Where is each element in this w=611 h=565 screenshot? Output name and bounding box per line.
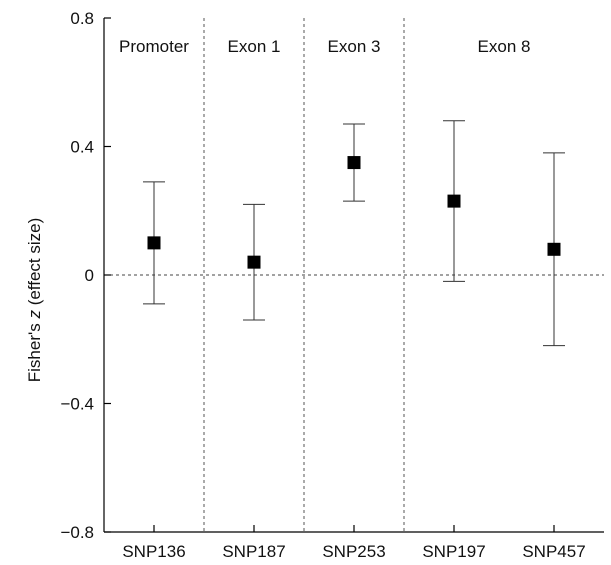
plot-area: −0.8 −0.4 0 0.4 0.8 Promoter Exon 1 Exon 3 Exon … [60,9,604,561]
y-axis-title-prefix: Fisher's [25,319,44,383]
x-tick-label: SNP187 [222,542,285,561]
y-tick-label: 0.4 [70,138,94,157]
y-axis-title-variable: z [25,310,44,320]
x-tick-label: SNP136 [122,542,185,561]
x-tick-label: SNP253 [322,542,385,561]
region-label: Promoter [119,37,189,56]
y-axis-title-suffix: (effect size) [25,218,44,310]
x-tick-label: SNP197 [422,542,485,561]
data-point [447,194,461,208]
data-point [247,255,261,269]
y-axis-title: Fisher's z (effect size) [25,218,44,382]
data-point [547,242,561,256]
region-label: Exon 1 [228,37,281,56]
x-tick-label: SNP457 [522,542,585,561]
data-point [347,156,361,170]
y-tick-label: −0.4 [60,395,94,414]
y-tick-label: −0.8 [60,523,94,542]
region-label: Exon 3 [328,37,381,56]
y-tick-label: 0.8 [70,9,94,28]
region-label: Exon 8 [478,37,531,56]
data-point [147,236,161,250]
y-tick-label: 0 [85,266,94,285]
